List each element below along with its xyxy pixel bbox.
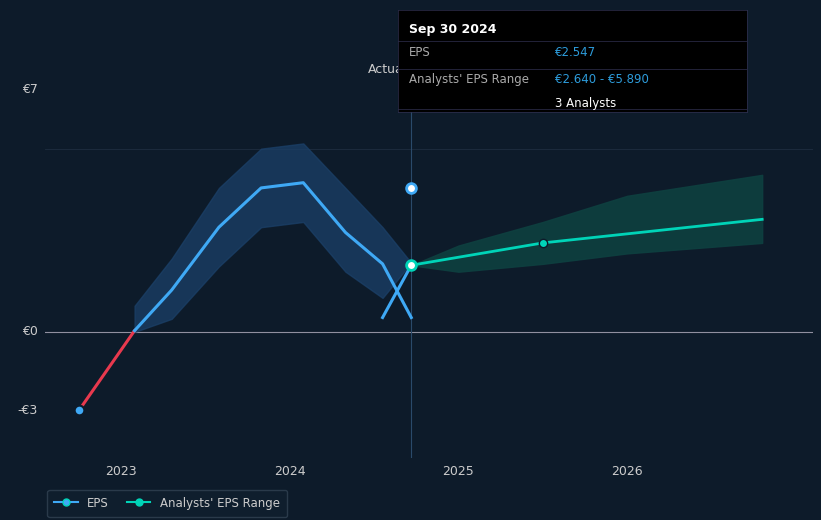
Text: Actual: Actual xyxy=(368,63,407,76)
Text: 3 Analysts: 3 Analysts xyxy=(555,97,617,110)
Text: Sep 30 2024: Sep 30 2024 xyxy=(409,22,496,35)
Text: €7: €7 xyxy=(21,83,38,96)
Text: €2.640 - €5.890: €2.640 - €5.890 xyxy=(555,73,649,86)
Text: €2.547: €2.547 xyxy=(555,46,596,59)
Text: -€3: -€3 xyxy=(17,404,38,417)
Text: Analysts' EPS Range: Analysts' EPS Range xyxy=(409,73,529,86)
Text: EPS: EPS xyxy=(409,46,430,59)
Text: Analysts Forecasts: Analysts Forecasts xyxy=(415,63,531,76)
Legend: EPS, Analysts' EPS Range: EPS, Analysts' EPS Range xyxy=(48,490,287,517)
Text: €0: €0 xyxy=(21,326,38,339)
